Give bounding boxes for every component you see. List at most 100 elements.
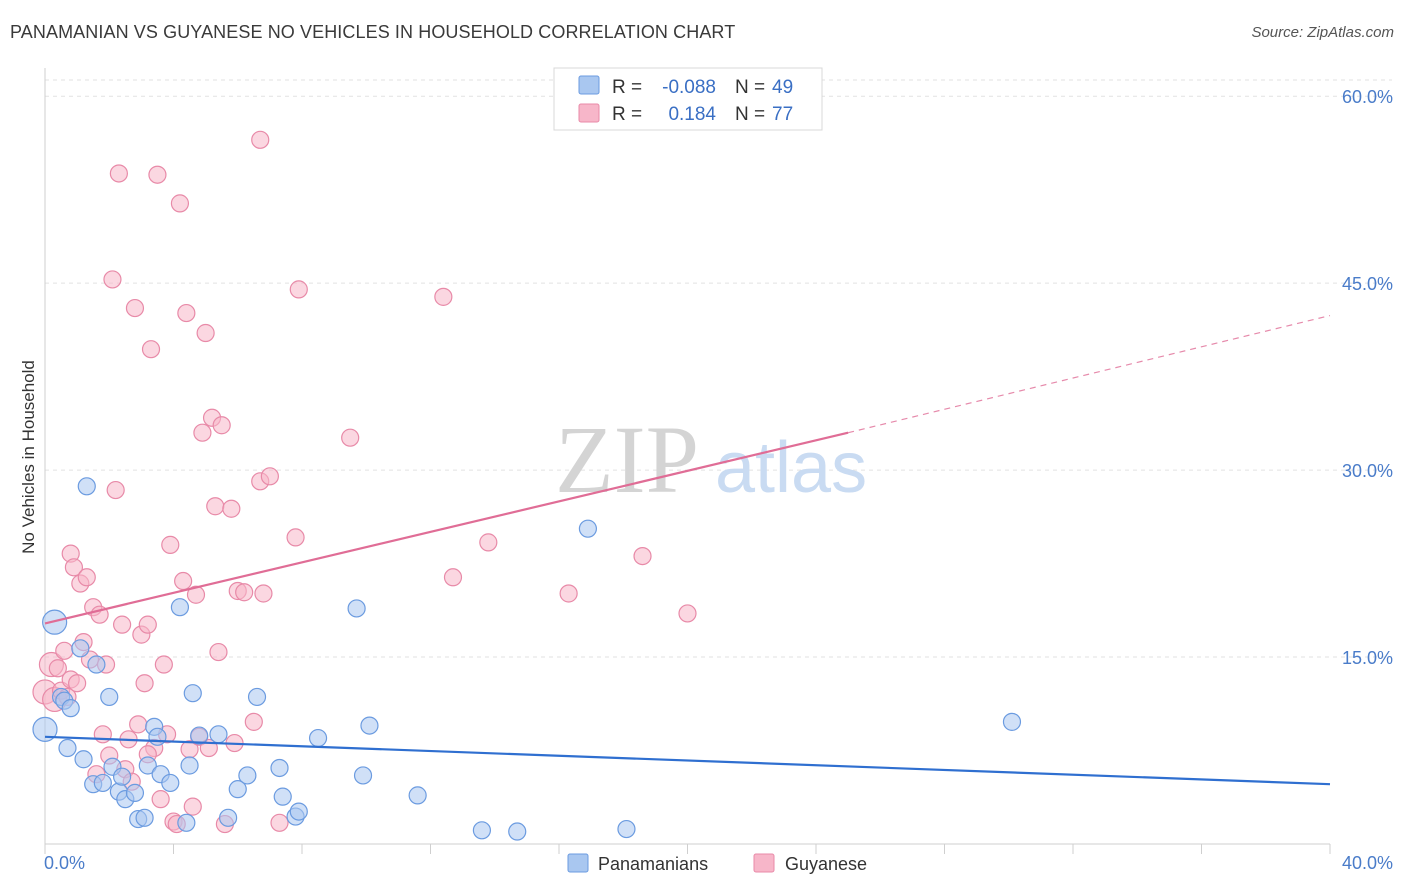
guyanese-point-13: [77, 568, 96, 587]
x-tick-label-0: 0.0%: [44, 853, 85, 873]
guyanese-point-37: [154, 655, 173, 674]
y-tick-label-3: 60.0%: [1342, 87, 1393, 107]
panamanian-point-44: [472, 821, 491, 840]
panamanian-point-27: [180, 756, 199, 775]
panamanian-point-46: [578, 519, 598, 538]
legend-r-label-1: R =: [612, 77, 642, 98]
y-axis-label: No Vehicles in Household: [19, 360, 38, 554]
legend-swatch-guyanese: [578, 103, 600, 123]
guyanese-point-43: [174, 571, 193, 591]
bottom-legend: Panamanians Guyanese: [567, 853, 867, 874]
panamanian-point-36: [273, 787, 292, 806]
guyanese-point-71: [443, 568, 463, 587]
guyanese-point-74: [633, 546, 652, 566]
guyanese-point-5: [55, 641, 74, 660]
panamanian-point-35: [270, 758, 289, 778]
y-tick-label-2: 45.0%: [1342, 274, 1393, 294]
panamanian-point-7: [74, 750, 93, 769]
guyanese-point-55: [212, 416, 231, 435]
grid-lines: [45, 79, 1392, 658]
panamanian-point-42: [360, 716, 379, 735]
chart-title: PANAMANIAN VS GUYANESE NO VEHICLES IN HO…: [10, 22, 736, 42]
panamanian-point-45: [508, 822, 527, 841]
x-tick-label-1: 40.0%: [1342, 853, 1393, 873]
guyanese-point-50: [196, 323, 215, 343]
guyanese-point-28: [125, 298, 145, 318]
guyanese-point-67: [286, 528, 305, 547]
legend-n-value-2: 77: [772, 104, 793, 125]
guyanese-point-23: [109, 164, 128, 183]
panamanian-point-4: [58, 738, 77, 758]
panamanian-point-31: [219, 808, 238, 827]
guyanese-point-63: [254, 584, 273, 603]
panamanian-point-24: [161, 773, 180, 793]
legend-n-label-1: N =: [735, 77, 765, 98]
guyanese-point-42: [170, 194, 190, 213]
guyanese-point-60: [235, 583, 254, 602]
panamanian-point-43: [408, 786, 427, 805]
guyanese-point-33: [141, 340, 161, 359]
legend-r-value-1: -0.088: [662, 77, 716, 98]
guyanese-point-46: [183, 797, 202, 816]
panamanian-point-0: [32, 716, 58, 742]
watermark: ZIP atlas: [555, 406, 867, 513]
panamanian-point-47: [617, 819, 636, 839]
watermark-zip: ZIP: [555, 406, 699, 513]
guyanese-point-57: [222, 499, 241, 518]
watermark-atlas: atlas: [715, 428, 867, 508]
axes: [44, 68, 1331, 854]
guyanese-point-69: [341, 428, 360, 447]
bottom-legend-panamanians: Panamanians: [598, 854, 708, 874]
source-label: Source: ZipAtlas.com: [1251, 24, 1394, 41]
legend-n-value-1: 49: [772, 77, 793, 98]
guyanese-point-44: [177, 303, 196, 323]
panamanian-point-17: [125, 783, 145, 803]
panamanian-point-11: [93, 773, 112, 793]
guyanese-point-39: [161, 535, 180, 554]
guyanese-point-75: [678, 604, 697, 623]
guyanese-point-18: [93, 725, 112, 744]
guyanese-point-35: [148, 165, 167, 184]
panamanian-points: [32, 477, 1022, 841]
panamanian-point-15: [112, 767, 132, 786]
legend-n-label-2: N =: [735, 104, 765, 125]
panamanian-point-30: [209, 725, 228, 744]
panamanian-point-19: [135, 808, 154, 827]
bottom-legend-swatch-guyanese: [753, 853, 775, 873]
guyanese-point-9: [64, 558, 84, 577]
panamanian-point-26: [177, 813, 196, 832]
guyanese-point-49: [193, 423, 212, 442]
guyanese-point-3: [48, 659, 67, 678]
panamanian-point-29: [190, 726, 209, 745]
panamanian-point-22: [148, 727, 167, 746]
trend-lines: [44, 314, 1331, 786]
guyanese-point-47: [186, 585, 206, 604]
panamanian-point-5: [61, 699, 80, 718]
panamanian-point-10: [87, 655, 106, 674]
legend-r-label-2: R =: [612, 104, 642, 125]
guyanese-point-31: [135, 674, 154, 693]
y-tick-label-0: 15.0%: [1342, 648, 1393, 668]
legend-swatch-panamanians: [578, 75, 600, 95]
panamanian-point-33: [238, 766, 257, 785]
panamanian-point-39: [308, 728, 328, 748]
guyanese-point-65: [260, 467, 279, 486]
panamanian-point-28: [183, 684, 202, 703]
guyanese-point-10: [68, 674, 87, 693]
panamanian-point-40: [347, 599, 366, 618]
guyanese-trend-line: [44, 431, 849, 625]
panamanian-point-25: [170, 598, 190, 617]
panamanian-point-8: [77, 477, 96, 496]
guyanese-point-68: [289, 280, 308, 299]
guyanese-point-53: [206, 497, 225, 516]
guyanese-point-32: [138, 615, 157, 634]
panamanian-point-32: [228, 780, 247, 799]
y-tick-labels: 15.0% 30.0% 45.0% 60.0%: [1342, 87, 1393, 668]
guyanese-point-29: [129, 715, 148, 734]
guyanese-point-22: [106, 480, 125, 500]
bottom-legend-swatch-panamanians: [567, 853, 589, 873]
guyanese-point-24: [112, 615, 132, 634]
guyanese-point-72: [479, 533, 498, 552]
panamanian-point-12: [100, 687, 119, 707]
